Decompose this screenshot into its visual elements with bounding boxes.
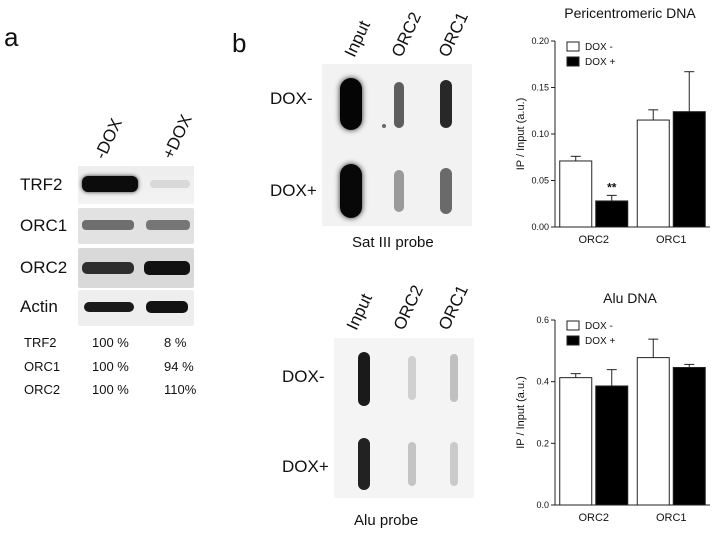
satiii-caption: Sat III probe [352,234,434,251]
bar [559,377,593,506]
satiii-column-orc1: ORC1 [434,9,472,61]
quant-plus-orc1: 94 % [164,359,194,374]
bar [672,366,706,506]
y-tick-label: 0.05 [531,176,549,186]
satiii-slot-blot [322,64,472,226]
bar [636,119,670,228]
y-tick-label: 0.2 [536,438,549,448]
bar [636,357,670,506]
western-blot-orc1 [78,208,194,244]
y-tick-label: 0.0 [536,500,549,510]
legend-swatch [566,320,580,331]
quant-plus-trf2: 8 % [164,335,187,350]
alu-caption: Alu probe [354,512,419,529]
pericentromeric-chart: Pericentromeric DNA IP / Input (a.u.) 0.00… [515,5,710,246]
chart-title: Pericentromeric DNA [564,5,696,21]
x-tick-label: ORC1 [656,234,687,246]
y-tick-label: 0.00 [531,222,549,232]
alu-chart: Alu DNA IP / Input (a.u.) 0.0 0.2 0.4 0.6 ORC2… [515,290,710,524]
satiii-row-dox-plus: DOX+ [270,181,317,200]
protein-label-actin: Actin [20,297,58,316]
column-label-minus-dox: -DOX [90,115,126,162]
bar [672,111,706,228]
western-blot-actin [78,290,194,326]
alu-row-dox-plus: DOX+ [282,457,329,476]
quant-minus-trf2: 100 % [92,335,129,350]
satiii-row-dox-minus: DOX- [270,89,313,108]
y-axis-label: IP / Input (a.u.) [515,376,527,449]
bar [595,385,629,506]
y-tick-label: 0.6 [536,315,549,325]
x-tick-label: ORC2 [578,512,609,524]
legend-swatch [566,56,580,67]
x-tick-label: ORC2 [578,234,609,246]
y-tick-label: 0.20 [531,36,549,46]
y-tick-label: 0.15 [531,83,549,93]
bar [595,200,629,228]
quant-minus-orc1: 100 % [92,359,129,374]
quant-minus-orc2: 100 % [92,382,129,397]
alu-row-dox-minus: DOX- [282,367,325,386]
alu-column-orc1: ORC1 [434,282,472,333]
bar [559,160,593,228]
significance-annotation: ** [607,180,617,194]
panel-b-letter: b [232,28,247,58]
legend-label: DOX + [585,336,615,347]
western-blot-trf2 [78,166,194,204]
y-tick-label: 0.4 [536,377,549,387]
quant-name-orc1: ORC1 [24,359,61,374]
alu-slot-blot [334,338,474,498]
legend-label: DOX + [585,57,615,68]
protein-label-orc1: ORC1 [20,216,68,235]
protein-label-orc2: ORC2 [20,258,68,277]
legend-label: DOX - [585,42,613,53]
western-blot-orc2 [78,248,194,288]
x-tick-label: ORC1 [656,512,687,524]
quant-plus-orc2: 110% [164,382,197,397]
y-tick-label: 0.10 [531,129,549,139]
column-label-plus-dox: +DOX [158,111,196,162]
quant-name-orc2: ORC2 [24,382,61,397]
satiii-column-input: Input [340,17,374,60]
alu-column-orc2: ORC2 [389,282,427,333]
legend-label: DOX - [585,321,613,332]
satiii-column-orc2: ORC2 [387,9,425,61]
alu-column-input: Input [342,290,376,333]
legend-swatch [566,41,580,52]
y-axis-label: IP / Input (a.u.) [515,98,527,171]
quant-name-trf2: TRF2 [24,335,57,350]
legend-swatch [566,335,580,346]
panel-a-letter: a [4,22,19,52]
chart-title: Alu DNA [603,290,657,306]
protein-label-trf2: TRF2 [20,175,63,194]
